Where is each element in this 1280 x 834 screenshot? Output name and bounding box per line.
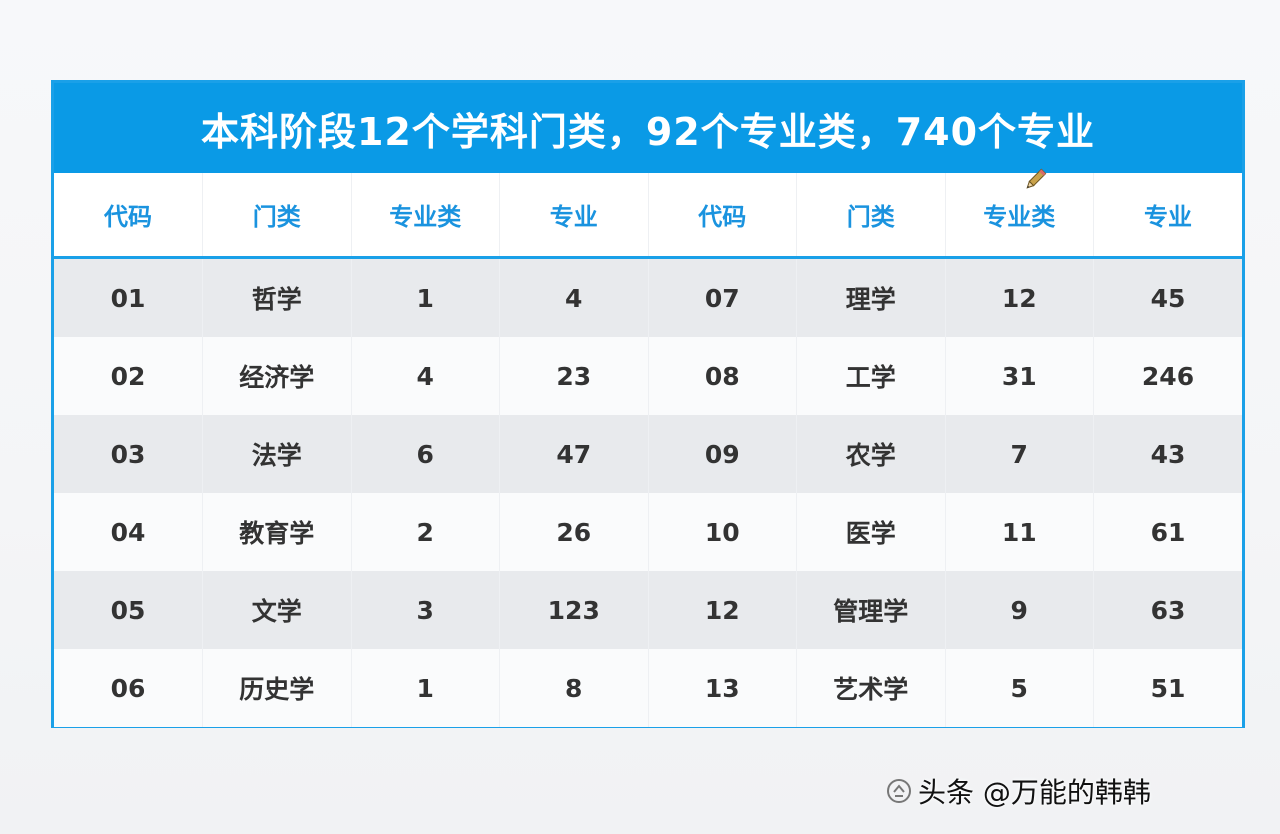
- table-cell: 教育学: [202, 493, 352, 571]
- table-cell: 43: [1093, 415, 1242, 493]
- table-cell: 04: [54, 493, 203, 571]
- header-major-class: 专业类: [945, 173, 1094, 259]
- table-cell: 1: [351, 649, 500, 727]
- table-cell: 文学: [202, 571, 352, 649]
- table-cell: 123: [499, 571, 649, 649]
- table-row: 03 法学 6 47 09 农学 7 43: [54, 415, 1242, 493]
- watermark: 头条 @万能的韩韩: [886, 768, 1151, 814]
- banner-title: 本科阶段12个学科门类，92个专业类，740个专业: [54, 83, 1242, 173]
- toutiao-logo-icon: [887, 779, 911, 803]
- table-cell: 02: [54, 337, 203, 415]
- table-cell: 47: [499, 415, 649, 493]
- table-cell: 6: [351, 415, 500, 493]
- table-cell: 12: [648, 571, 797, 649]
- table-cell: 1: [351, 257, 500, 337]
- table-cell: 9: [945, 571, 1094, 649]
- table-cell: 经济学: [202, 337, 352, 415]
- table-cell: 246: [1093, 337, 1242, 415]
- table-cell: 医学: [796, 493, 946, 571]
- table-cell: 5: [945, 649, 1094, 727]
- table-cell: 61: [1093, 493, 1242, 571]
- header-major: 专业: [499, 173, 649, 259]
- table-cell: 01: [54, 257, 203, 337]
- table-cell: 哲学: [202, 257, 352, 337]
- table-row: 05 文学 3 123 12 管理学 9 63: [54, 571, 1242, 649]
- table-row: 06 历史学 1 8 13 艺术学 5 51: [54, 649, 1242, 727]
- table-cell: 管理学: [796, 571, 946, 649]
- discipline-table: 代码 门类 专业类 专业 代码 门类 专业类 专业 01 哲学 1 4 07 理…: [54, 173, 1242, 727]
- table-card: 本科阶段12个学科门类，92个专业类，740个专业 代码 门类 专业类 专业 代…: [51, 80, 1245, 728]
- table-cell: 07: [648, 257, 797, 337]
- table-row: 01 哲学 1 4 07 理学 12 45: [54, 257, 1242, 337]
- table-cell: 06: [54, 649, 203, 727]
- table-cell: 理学: [796, 257, 946, 337]
- table-cell: 法学: [202, 415, 352, 493]
- table-cell: 31: [945, 337, 1094, 415]
- table-cell: 8: [499, 649, 649, 727]
- header-code: 代码: [648, 173, 797, 259]
- table-cell: 4: [499, 257, 649, 337]
- table-cell: 09: [648, 415, 797, 493]
- table-cell: 工学: [796, 337, 946, 415]
- table-cell: 4: [351, 337, 500, 415]
- table-cell: 26: [499, 493, 649, 571]
- table-cell: 11: [945, 493, 1094, 571]
- table-cell: 10: [648, 493, 797, 571]
- table-cell: 51: [1093, 649, 1242, 727]
- table-cell: 12: [945, 257, 1094, 337]
- table-cell: 2: [351, 493, 500, 571]
- table-cell: 艺术学: [796, 649, 946, 727]
- header-major: 专业: [1093, 173, 1242, 259]
- table-cell: 08: [648, 337, 797, 415]
- table-cell: 7: [945, 415, 1094, 493]
- table-cell: 45: [1093, 257, 1242, 337]
- table-cell: 23: [499, 337, 649, 415]
- table-cell: 3: [351, 571, 500, 649]
- table-cell: 63: [1093, 571, 1242, 649]
- table-cell: 历史学: [202, 649, 352, 727]
- pencil-icon: [1026, 168, 1047, 189]
- header-code: 代码: [54, 173, 203, 259]
- table-cell: 05: [54, 571, 203, 649]
- header-category: 门类: [202, 173, 352, 259]
- table-cell: 农学: [796, 415, 946, 493]
- table-header-row: 代码 门类 专业类 专业 代码 门类 专业类 专业: [54, 173, 1242, 259]
- header-category: 门类: [796, 173, 946, 259]
- table-row: 04 教育学 2 26 10 医学 11 61: [54, 493, 1242, 571]
- table-cell: 13: [648, 649, 797, 727]
- watermark-text: 头条 @万能的韩韩: [918, 776, 1151, 809]
- table-cell: 03: [54, 415, 203, 493]
- table-row: 02 经济学 4 23 08 工学 31 246: [54, 337, 1242, 415]
- header-major-class: 专业类: [351, 173, 500, 259]
